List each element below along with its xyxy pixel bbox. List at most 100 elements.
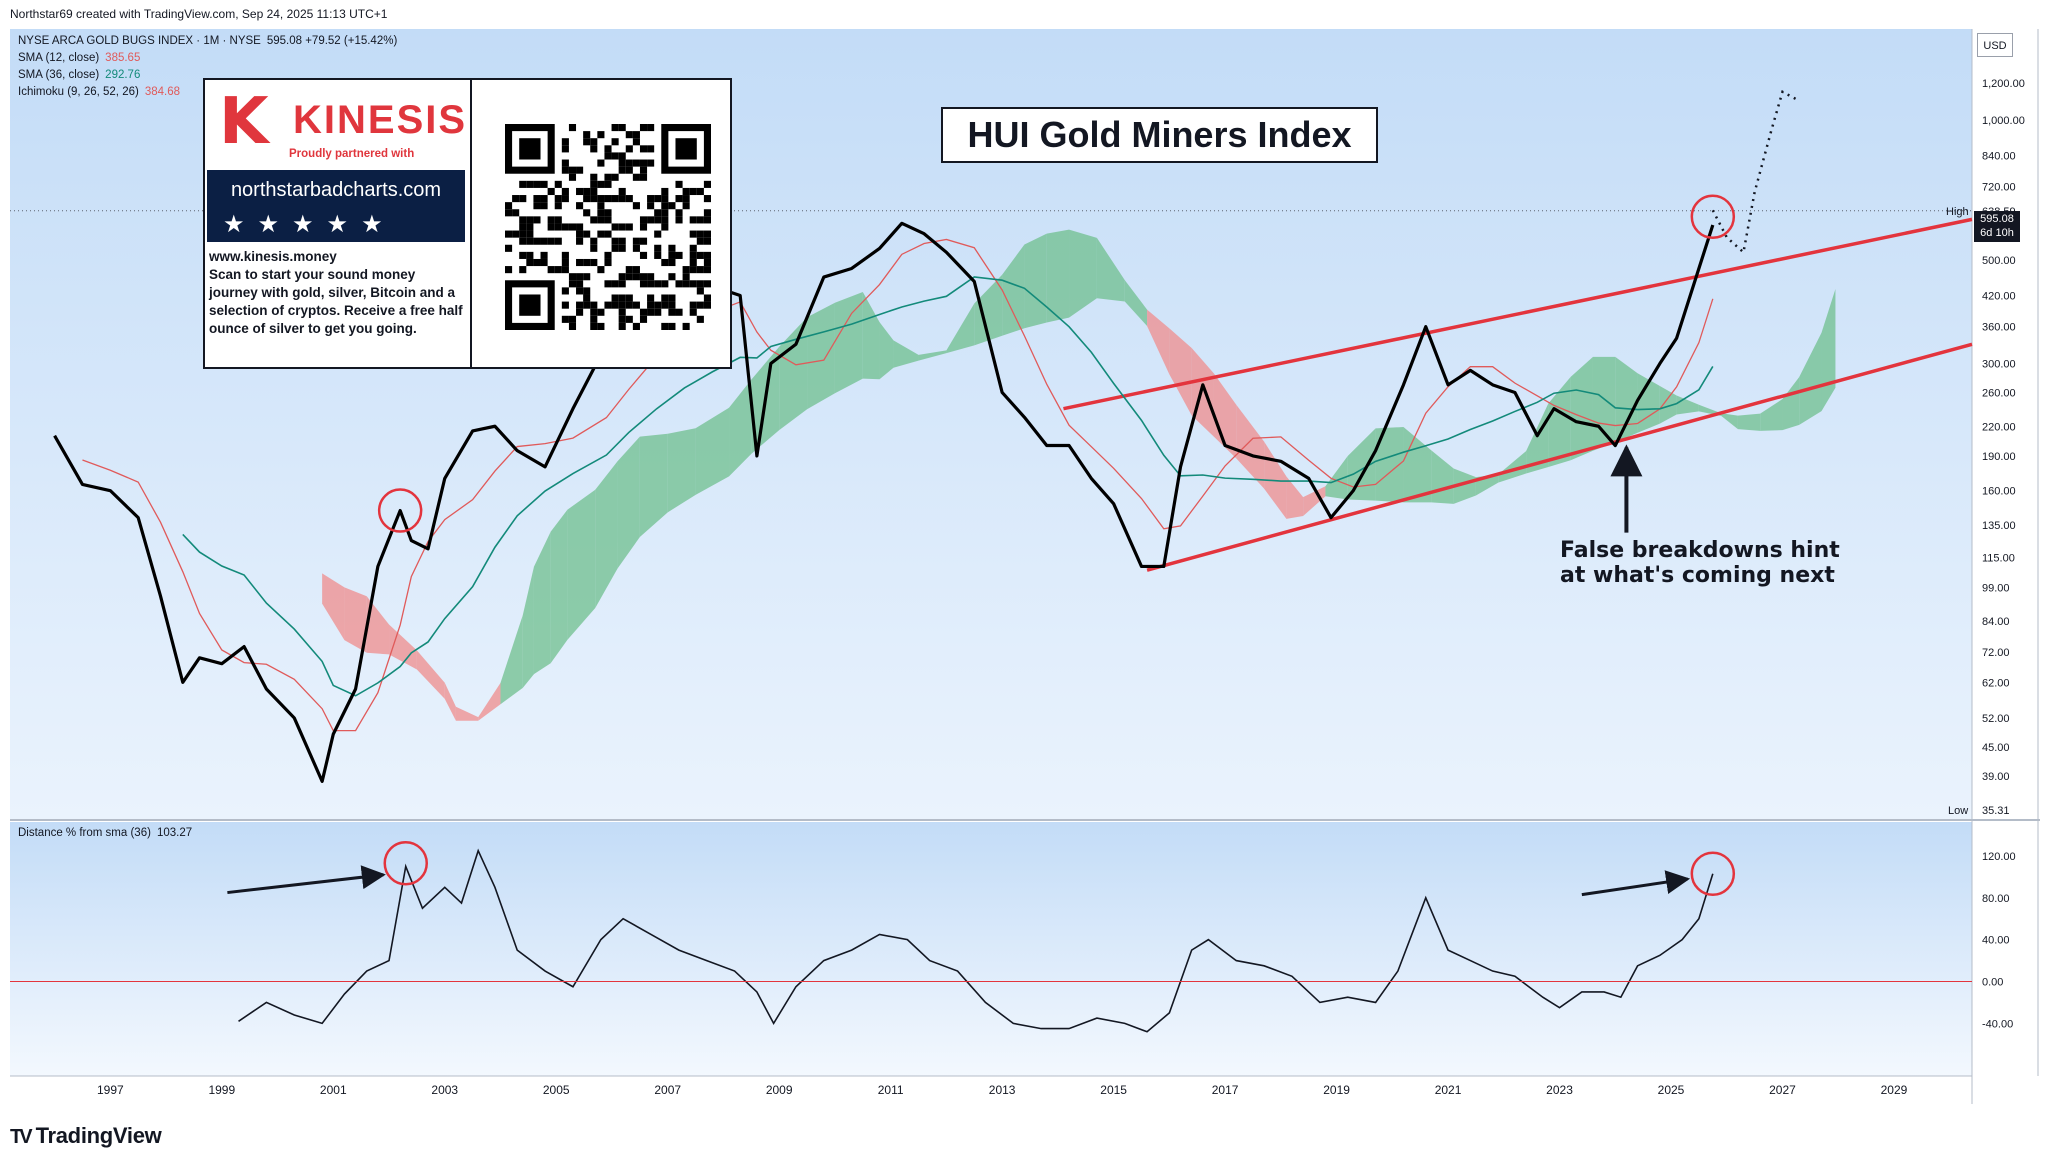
qr-module bbox=[576, 308, 584, 316]
qr-module bbox=[668, 322, 676, 330]
qr-module bbox=[618, 124, 626, 132]
qr-module bbox=[519, 195, 527, 203]
x-tick-label: 2011 bbox=[878, 1083, 904, 1097]
legend-sma12[interactable]: SMA (12, close) 385.65 bbox=[18, 52, 140, 64]
qr-module bbox=[576, 301, 584, 309]
qr-module bbox=[661, 202, 669, 210]
qr-module bbox=[654, 251, 662, 259]
legend-sma36[interactable]: SMA (36, close) 292.76 bbox=[18, 69, 140, 81]
qr-module bbox=[689, 258, 697, 267]
kinesis-tagline: Proudly partnered with bbox=[289, 148, 415, 160]
price-series bbox=[53, 89, 1800, 783]
kinesis-logo: K KINESIS Proudly partnered with bbox=[213, 84, 465, 164]
qr-module bbox=[632, 322, 640, 330]
qr-module bbox=[568, 315, 577, 323]
qr-module bbox=[554, 216, 562, 224]
qr-module bbox=[639, 173, 648, 181]
qr-module bbox=[583, 301, 591, 309]
cloud-segment bbox=[1782, 377, 1800, 431]
cloud-segment bbox=[1347, 428, 1376, 501]
cloud-segment bbox=[1375, 427, 1404, 503]
qr-module bbox=[668, 294, 676, 302]
cloud-segment bbox=[1453, 468, 1476, 504]
qr-module bbox=[654, 280, 662, 288]
tradingview-wordmark: TradingView bbox=[35, 1123, 162, 1148]
qr-module bbox=[568, 280, 577, 288]
rating-stars: ★★★★★ bbox=[223, 211, 396, 238]
qr-module bbox=[647, 308, 655, 316]
qr-module bbox=[597, 180, 605, 188]
x-tick-label: 2017 bbox=[1212, 1083, 1239, 1097]
qr-module bbox=[590, 322, 598, 330]
x-tick-label: 2009 bbox=[766, 1083, 793, 1097]
x-tick-label: 2029 bbox=[1881, 1083, 1908, 1097]
qr-module bbox=[632, 237, 640, 245]
qr-module bbox=[519, 266, 527, 274]
cloud-segment bbox=[533, 531, 551, 675]
qr-module bbox=[661, 294, 669, 302]
qr-module bbox=[519, 223, 527, 231]
qr-module bbox=[668, 273, 676, 281]
qr-module bbox=[590, 187, 598, 196]
y-tick-label: 39.00 bbox=[1982, 771, 2010, 783]
qr-module bbox=[554, 202, 562, 210]
qr-code[interactable] bbox=[505, 124, 711, 330]
qr-module bbox=[689, 251, 697, 259]
qr-module bbox=[576, 187, 584, 196]
qr-module bbox=[625, 315, 633, 323]
legend-sma12-label: SMA (12, close) bbox=[18, 52, 100, 64]
y-tick-label: 160.00 bbox=[1982, 486, 2016, 498]
qr-module bbox=[611, 124, 619, 132]
qr-module bbox=[654, 301, 662, 309]
qr-module bbox=[675, 216, 683, 224]
qr-module bbox=[526, 180, 534, 188]
highlight-circle bbox=[1690, 194, 1736, 239]
qr-module bbox=[611, 294, 619, 302]
qr-module bbox=[590, 315, 598, 323]
qr-module bbox=[597, 216, 605, 224]
legend-osc-value: 103.27 bbox=[156, 827, 193, 839]
cloud-segment bbox=[1760, 399, 1783, 431]
kinesis-wordmark: KINESIS bbox=[293, 98, 468, 142]
qr-module bbox=[611, 195, 619, 203]
qr-module bbox=[533, 258, 541, 267]
qr-module bbox=[647, 273, 655, 281]
qr-module bbox=[576, 223, 584, 231]
qr-module bbox=[611, 138, 619, 146]
sponsor-ad[interactable]: K KINESIS Proudly partnered with northst… bbox=[203, 78, 732, 369]
qr-module bbox=[533, 216, 541, 224]
qr-module bbox=[547, 237, 555, 245]
site-url[interactable]: northstarbadcharts.com bbox=[230, 179, 442, 201]
cloud-segment bbox=[1737, 413, 1761, 431]
qr-module bbox=[703, 230, 711, 238]
qr-module bbox=[597, 131, 605, 139]
ichimoku-cloud bbox=[322, 229, 1836, 721]
tradingview-logo[interactable]: TV TradingView bbox=[10, 1123, 162, 1149]
qr-module bbox=[576, 166, 584, 174]
qr-module bbox=[689, 266, 697, 274]
last-price-value: 595.08 bbox=[1980, 213, 2014, 225]
qr-module bbox=[512, 209, 520, 217]
qr-module bbox=[618, 195, 626, 203]
qr-module bbox=[505, 244, 513, 252]
qr-module bbox=[590, 308, 598, 316]
cloud-segment bbox=[1592, 356, 1616, 451]
qr-module bbox=[703, 209, 711, 217]
legend-main[interactable]: NYSE ARCA GOLD BUGS INDEX · 1M · NYSE 595… bbox=[18, 35, 397, 47]
legend-ichimoku[interactable]: Ichimoku (9, 26, 52, 26) 384.68 bbox=[18, 86, 180, 98]
qr-module bbox=[583, 273, 591, 281]
qr-module bbox=[618, 237, 626, 245]
cloud-segment bbox=[1498, 451, 1527, 483]
qr-module bbox=[540, 195, 548, 203]
qr-module bbox=[654, 195, 662, 203]
y-tick-label: 190.00 bbox=[1982, 451, 2016, 463]
qr-module bbox=[533, 202, 541, 210]
cloud-segment bbox=[1325, 456, 1348, 500]
qr-module bbox=[590, 301, 598, 309]
osc-y-tick-label: 120.00 bbox=[1982, 851, 2016, 863]
qr-module bbox=[618, 223, 626, 231]
legend-oscillator[interactable]: Distance % from sma (36) 103.27 bbox=[18, 827, 192, 839]
currency-button[interactable]: USD bbox=[1977, 33, 2013, 57]
qr-module bbox=[661, 209, 669, 217]
